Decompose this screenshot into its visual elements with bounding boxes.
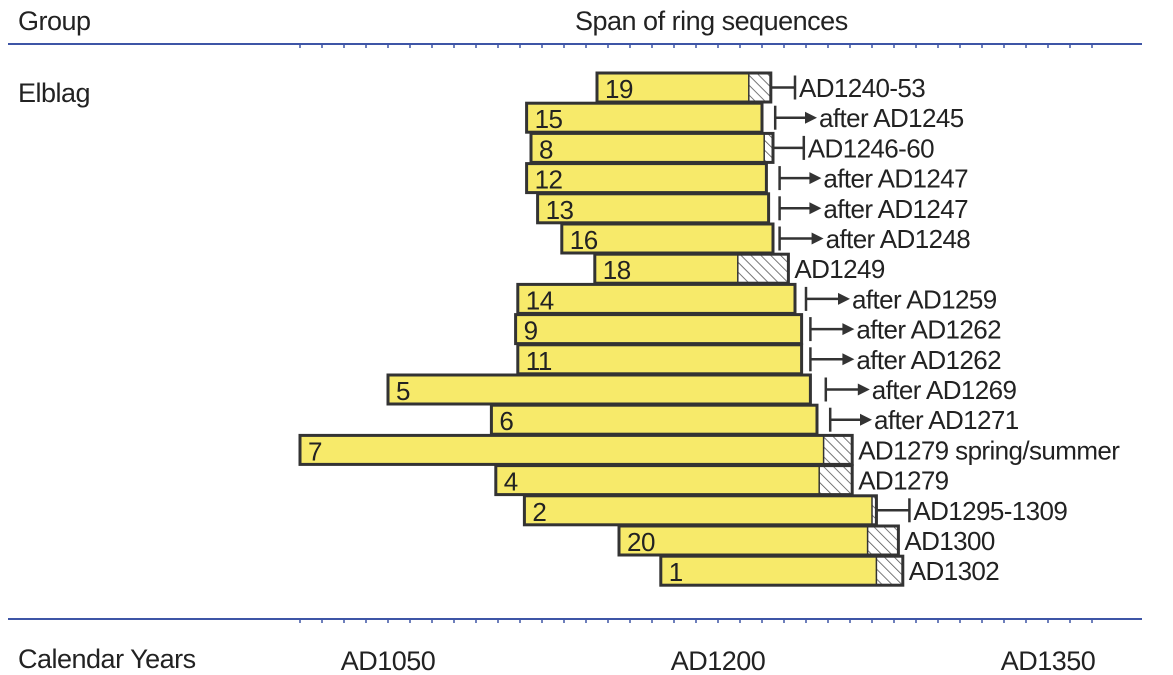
sample-id-label: 11	[526, 346, 552, 376]
heartwood-bar-1	[660, 556, 877, 586]
sapwood-bar-18	[737, 254, 789, 284]
felling-date-label: after AD1262	[856, 315, 1001, 345]
felling-date-label: after AD1247	[823, 164, 968, 194]
bars-group	[298, 71, 905, 587]
heartwood-bar-13	[537, 193, 769, 223]
felling-date-label: after AD1248	[826, 224, 971, 254]
sample-id-label: 13	[546, 195, 574, 225]
calendar-years-label: Calendar Years	[18, 644, 196, 674]
felling-date-label: AD1279	[858, 466, 948, 496]
felling-date-label: AD1240-53	[799, 73, 925, 103]
after-arrow-head	[842, 323, 855, 336]
felling-date-label: AD1246-60	[808, 133, 934, 163]
span-column-header: Span of ring sequences	[575, 6, 848, 36]
sample-id-label: 2	[532, 497, 546, 527]
heartwood-bar-5	[388, 375, 811, 404]
heartwood-bar-19	[597, 73, 749, 102]
x-tick-label: AD1350	[1001, 646, 1096, 673]
sample-id-label: 9	[524, 316, 538, 346]
felling-date-label: after AD1262	[856, 345, 1001, 375]
after-arrow-head	[809, 172, 822, 185]
sample-id-label: 6	[499, 406, 513, 436]
sample-id-label: 18	[603, 255, 631, 285]
heartwood-bar-4	[495, 465, 820, 495]
felling-date-label: AD1300	[904, 526, 994, 556]
sample-id-label: 15	[535, 104, 563, 134]
after-arrow-head	[838, 292, 850, 305]
sample-id-label: 14	[526, 285, 554, 315]
sapwood-bar-7	[823, 435, 853, 465]
heartwood-bar-2	[524, 495, 872, 525]
labels-group: AD1050 AD1200 AD13501915812131618149115674…	[308, 73, 1121, 673]
sample-id-label: 19	[605, 74, 633, 104]
heartwood-bar-12	[526, 163, 767, 193]
heartwood-bar-6	[491, 405, 817, 435]
felling-date-label: AD1302	[909, 556, 999, 586]
sample-id-label: 8	[539, 134, 553, 164]
felling-date-label: after AD1247	[823, 194, 968, 224]
x-tick-label: AD1200	[671, 646, 766, 673]
sapwood-bar-8	[764, 133, 773, 163]
felling-date-label: AD1295-1309	[913, 496, 1067, 526]
heartwood-bar-15	[526, 103, 762, 133]
sapwood-bar-20	[867, 526, 899, 555]
after-arrow-head	[811, 232, 824, 245]
felling-date-label: after AD1269	[872, 375, 1017, 405]
felling-date-label: AD1249	[794, 254, 884, 284]
sapwood-bar-19	[748, 73, 771, 102]
heartwood-bar-14	[517, 284, 795, 314]
sample-id-label: 12	[535, 165, 563, 195]
sapwood-bar-1	[876, 556, 903, 586]
felling-date-label: after AD1259	[852, 284, 997, 314]
sapwood-bar-2	[872, 495, 877, 525]
group-name-label: Elblag	[18, 78, 91, 108]
sample-id-label: 5	[396, 376, 410, 406]
bar-outline-1	[659, 554, 905, 587]
after-arrow-head	[805, 111, 817, 124]
sample-id-label: 7	[308, 436, 322, 466]
heartwood-bar-7	[300, 435, 824, 465]
x-tick-label: AD1050	[341, 646, 436, 673]
after-arrow-head	[860, 413, 872, 426]
heartwood-bar-18	[594, 254, 738, 284]
heartwood-bar-11	[517, 344, 802, 374]
sample-id-label: 1	[669, 557, 683, 587]
axes-group	[8, 43, 1142, 623]
heartwood-bar-20	[619, 526, 868, 555]
indicators-group	[769, 75, 911, 523]
after-arrow-head	[842, 353, 855, 366]
after-arrow-head	[809, 202, 822, 215]
sample-id-label: 16	[570, 225, 598, 255]
group-column-header: Group	[18, 6, 91, 36]
sapwood-bar-4	[819, 465, 853, 495]
after-arrow-head	[857, 383, 870, 396]
heartwood-bar-8	[531, 133, 765, 163]
sample-id-label: 20	[627, 527, 655, 557]
felling-date-label: after AD1245	[819, 103, 964, 133]
heartwood-bar-9	[515, 314, 802, 344]
sample-id-label: 4	[504, 467, 518, 497]
heartwood-bar-16	[561, 224, 773, 253]
felling-date-label: AD1279 spring/summer	[858, 435, 1120, 465]
felling-date-label: after AD1271	[874, 405, 1019, 435]
